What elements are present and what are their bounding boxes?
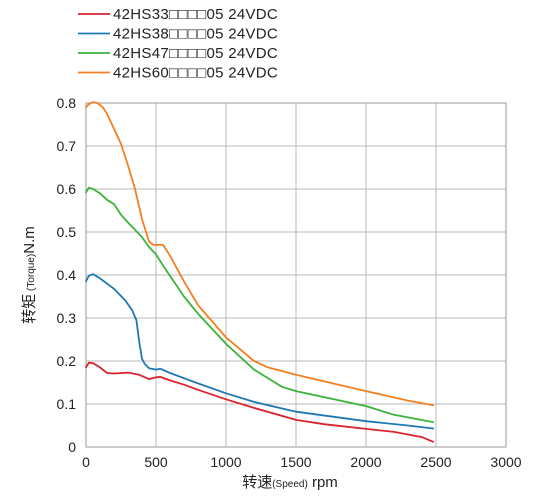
x-tick-label-6: 3000: [490, 454, 521, 470]
y-tick-label-0: 0: [68, 439, 76, 455]
x-axis-title: 转速(Speed) rpm: [242, 474, 338, 491]
x-tick-label-5: 2500: [420, 454, 451, 470]
y-tick-label-2: 0.2: [57, 353, 77, 369]
series-line-2: [85, 186, 435, 423]
series-line-0: [85, 361, 435, 443]
legend-label-0: 42HS33□□□□05 24VDC: [113, 6, 278, 23]
legend: 42HS33□□□□05 24VDC 42HS38□□□□05 24VDC 42HS…: [78, 6, 278, 82]
series-layer: [85, 101, 435, 443]
series-line-1: [85, 273, 435, 430]
y-tick-label-6: 0.6: [57, 181, 77, 197]
y-tick-labels: 0 0.1 0.2 0.3 0.4 0.5 0.6 0.7 0.8: [57, 95, 77, 455]
legend-label-1: 42HS38□□□□05 24VDC: [113, 26, 278, 43]
x-tick-label-2: 1000: [210, 454, 241, 470]
y-tick-label-1: 0.1: [57, 396, 77, 412]
x-axis-title-sub: (Speed): [272, 479, 308, 490]
grid: [86, 103, 506, 447]
x-tick-label-3: 1500: [280, 454, 311, 470]
y-tick-label-4: 0.4: [57, 267, 77, 283]
y-tick-label-8: 0.8: [57, 95, 77, 111]
x-tick-label-1: 500: [144, 454, 168, 470]
plot-border: [85, 102, 507, 448]
y-axis-title: 转矩 (Torque)N.m: [21, 226, 38, 324]
x-axis-title-unit: rpm: [308, 474, 338, 491]
y-tick-label-3: 0.3: [57, 310, 77, 326]
y-axis-title-sub: (Torque): [26, 254, 37, 294]
series-line-3: [85, 101, 435, 407]
y-axis-title-main: 转矩: [21, 294, 38, 324]
y-axis-title-unit: N.m: [21, 226, 38, 254]
x-tick-label-0: 0: [82, 454, 90, 470]
plot-frame: [85, 102, 507, 448]
legend-label-3: 42HS60□□□□05 24VDC: [113, 65, 278, 82]
y-tick-label-7: 0.7: [57, 138, 77, 154]
legend-label-2: 42HS47□□□□05 24VDC: [113, 45, 278, 62]
x-axis-title-main: 转速: [242, 474, 272, 491]
x-tick-labels: 0 500 1000 1500 2000 2500 3000: [82, 454, 522, 470]
x-tick-label-4: 2000: [350, 454, 381, 470]
y-tick-label-5: 0.5: [57, 224, 77, 240]
